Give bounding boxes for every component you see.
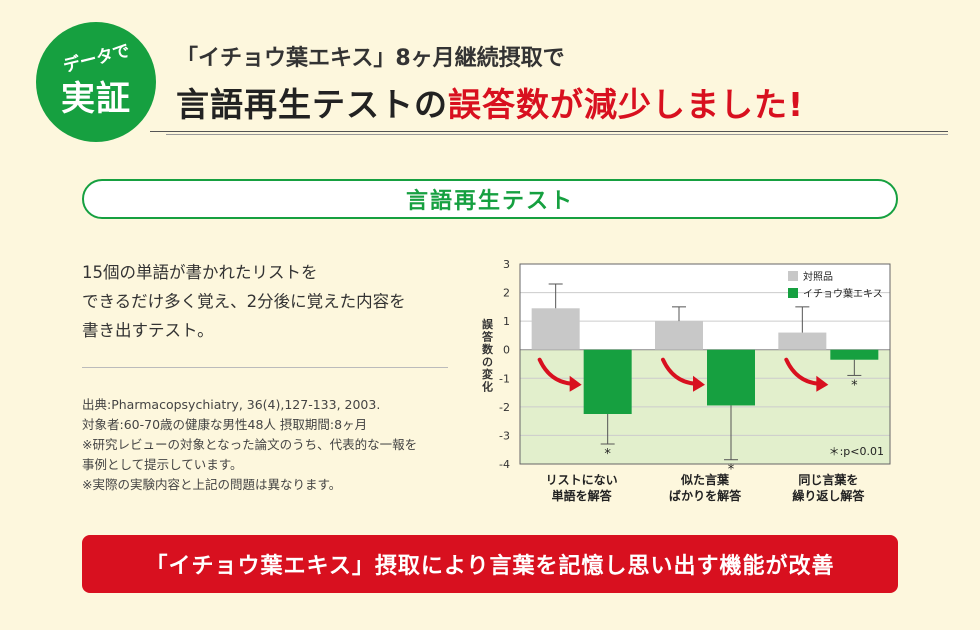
x-tick-label: 似た言葉 xyxy=(680,472,730,487)
decrease-arrow xyxy=(784,357,821,386)
section-heading-label: 言語再生テスト xyxy=(405,189,574,214)
bar-control xyxy=(778,332,827,350)
decrease-arrow-head xyxy=(693,375,705,392)
plot-area-positive xyxy=(520,264,890,350)
x-tick-label: ばかりを解答 xyxy=(669,488,742,503)
y-tick-label: 1 xyxy=(503,315,510,328)
plot-frame xyxy=(519,263,891,465)
conclusion-text: 「イチョウ葉エキス」摂取により言葉を記憶し思い出す機能が改善 xyxy=(145,554,835,579)
legend-swatch xyxy=(788,288,798,298)
y-tick-label: -3 xyxy=(499,429,510,442)
note-2: ※実際の実験内容と上記の問題は異なります。 xyxy=(82,477,342,492)
y-tick-label: -1 xyxy=(499,372,510,385)
data-proof-badge: データで 実証 xyxy=(36,22,156,142)
x-tick-label: 単語を解答 xyxy=(552,488,613,503)
decrease-arrow xyxy=(661,357,697,386)
title-divider-secondary xyxy=(166,134,948,135)
y-axis-label: 誤答数の変化 xyxy=(482,317,494,394)
significance-mark: * xyxy=(851,378,858,393)
x-tick-label: 同じ言葉を xyxy=(798,472,858,487)
x-tick-label: リストにない xyxy=(546,473,618,487)
bar-ginkgo xyxy=(707,349,755,406)
legend-label: イチョウ葉エキス xyxy=(803,287,883,300)
note-source: 出典:Pharmacopsychiatry, 36(4),127-133, 20… xyxy=(82,397,381,412)
bar-control xyxy=(531,308,580,350)
y-tick-label: -2 xyxy=(499,401,510,414)
decrease-arrow-head xyxy=(816,375,829,392)
note-subjects: 対象者:60-70歳の健康な男性48人 摂取期間:8ヶ月 xyxy=(82,417,368,432)
badge-line2: 実証 xyxy=(61,79,131,119)
significance-note: ＊:p<0.01 xyxy=(829,445,884,458)
bar-ginkgo xyxy=(583,349,632,414)
bar-control xyxy=(655,321,703,350)
study-notes: 出典:Pharmacopsychiatry, 36(4),127-133, 20… xyxy=(82,395,474,495)
y-tick-label: 3 xyxy=(503,258,510,271)
legend-swatch xyxy=(788,271,798,281)
page-subtitle: 「イチョウ葉エキス」8ヶ月継続摂取で xyxy=(176,46,565,71)
section-heading: 言語再生テスト xyxy=(82,179,898,219)
y-tick-label: -4 xyxy=(499,458,510,471)
x-tick-label: 繰り返し解答 xyxy=(792,488,865,503)
error-count-chart: 3210-1-2-3-4誤答数の変化*リストにない単語を解答*似た言葉ばかりを解… xyxy=(482,258,891,503)
desc-line2: できるだけ多く覚え、2分後に覚えた内容を xyxy=(82,292,406,311)
desc-line3: 書き出すテスト。 xyxy=(82,321,214,340)
note-1a: ※研究レビューの対象となった論文のうち、代表的な一報を xyxy=(82,437,418,452)
decrease-arrow xyxy=(537,357,574,386)
significance-mark: * xyxy=(604,447,611,462)
note-1b: 事例として提示しています。 xyxy=(82,457,243,472)
y-tick-label: 2 xyxy=(503,287,510,300)
desc-line1: 15個の単語が書かれたリストを xyxy=(82,263,318,282)
description-divider xyxy=(82,367,448,368)
test-description: 15個の単語が書かれたリストを できるだけ多く覚え、2分後に覚えた内容を 書き出… xyxy=(82,258,462,345)
legend-label: 対照品 xyxy=(803,270,833,283)
significance-mark: * xyxy=(728,463,735,478)
page-title-part2: 誤答数が減少しました! xyxy=(448,85,805,124)
decrease-arrow-head xyxy=(569,375,582,392)
conclusion-banner: 「イチョウ葉エキス」摂取により言葉を記憶し思い出す機能が改善 xyxy=(82,535,898,593)
page-title: 言語再生テストの誤答数が減少しました! xyxy=(176,78,804,126)
bar-ginkgo xyxy=(830,349,879,360)
title-divider xyxy=(150,131,948,132)
y-tick-label: 0 xyxy=(503,344,510,357)
page-title-part1: 言語再生テストの xyxy=(176,85,448,124)
